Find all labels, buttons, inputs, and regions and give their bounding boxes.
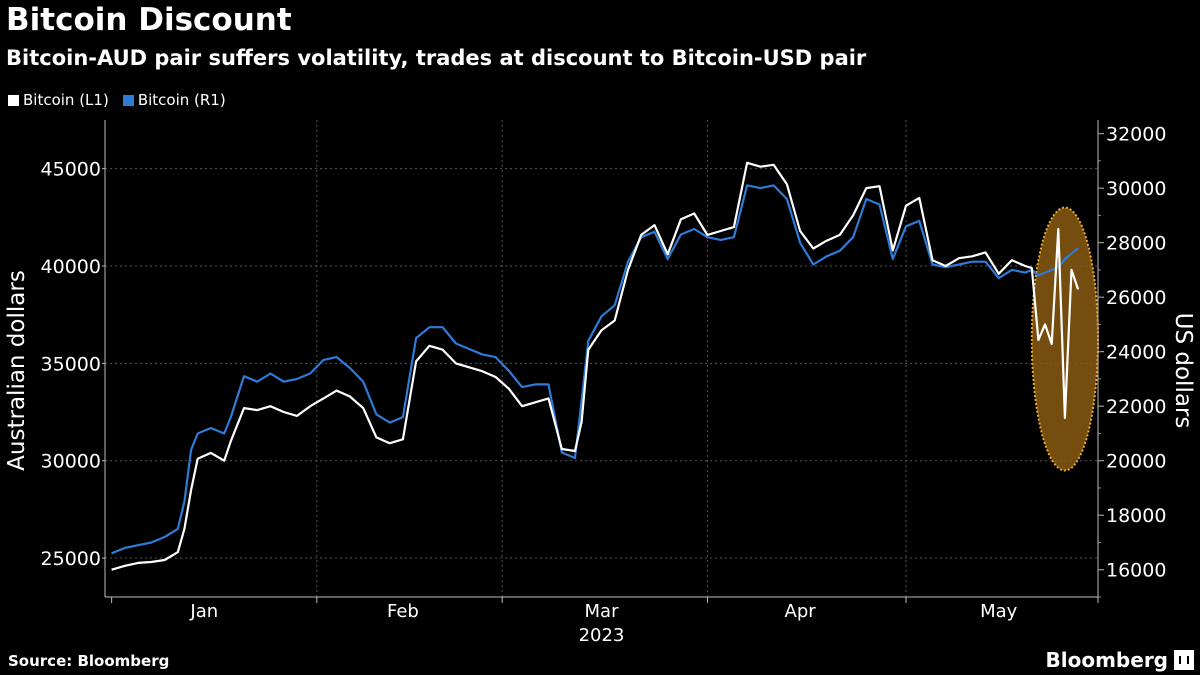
y-left-tick-label: 45000: [41, 159, 101, 181]
y-left-tick-label: 25000: [41, 548, 101, 570]
y-right-tick-label: 30000: [1106, 178, 1166, 200]
x-year-label: 2023: [579, 625, 625, 646]
source-note: Source: Bloomberg: [8, 652, 170, 670]
y-right-tick-label: 32000: [1106, 124, 1166, 146]
bloomberg-logo-icon: [1174, 650, 1194, 670]
x-tick-label: Mar: [585, 601, 620, 622]
legend-label-aud: Bitcoin (L1): [23, 91, 109, 109]
chart-subtitle: Bitcoin-AUD pair suffers volatility, tra…: [6, 46, 867, 70]
x-tick-label: Jan: [189, 601, 218, 622]
y-right-axis-title: US dollars: [1170, 313, 1196, 429]
legend-label-usd: Bitcoin (R1): [137, 91, 226, 109]
y-right-tick-label: 24000: [1106, 342, 1166, 364]
legend-swatch-usd: [122, 94, 134, 106]
x-tick-label: Feb: [387, 601, 419, 622]
y-right-tick-label: 20000: [1106, 451, 1166, 473]
series-line-usd: [111, 184, 1079, 555]
y-right-tick-label: 28000: [1106, 233, 1166, 255]
chart-title: Bitcoin Discount: [6, 2, 292, 38]
legend-item-aud: Bitcoin (L1): [8, 91, 109, 109]
y-right-tick-label: 18000: [1106, 505, 1166, 527]
y-left-tick-label: 40000: [41, 256, 101, 278]
legend-item-usd: Bitcoin (R1): [122, 91, 226, 109]
y-right-tick-label: 22000: [1106, 396, 1166, 418]
y-right-tick-label: 16000: [1106, 560, 1166, 582]
x-tick-label: Apr: [785, 601, 817, 622]
legend-swatch-aud: [8, 94, 19, 106]
brand-logo-text: Bloomberg: [1045, 648, 1168, 672]
y-right-tick-label: 26000: [1106, 287, 1166, 309]
x-tick-label: May: [980, 601, 1018, 622]
highlight-ellipse: [1030, 206, 1100, 472]
y-left-tick-label: 30000: [41, 451, 101, 473]
legend: Bitcoin (L1) Bitcoin (R1): [8, 91, 226, 109]
series-line-aud: [111, 161, 1080, 571]
y-left-axis-title: Australian dollars: [4, 270, 30, 471]
y-left-tick-label: 35000: [41, 353, 101, 375]
